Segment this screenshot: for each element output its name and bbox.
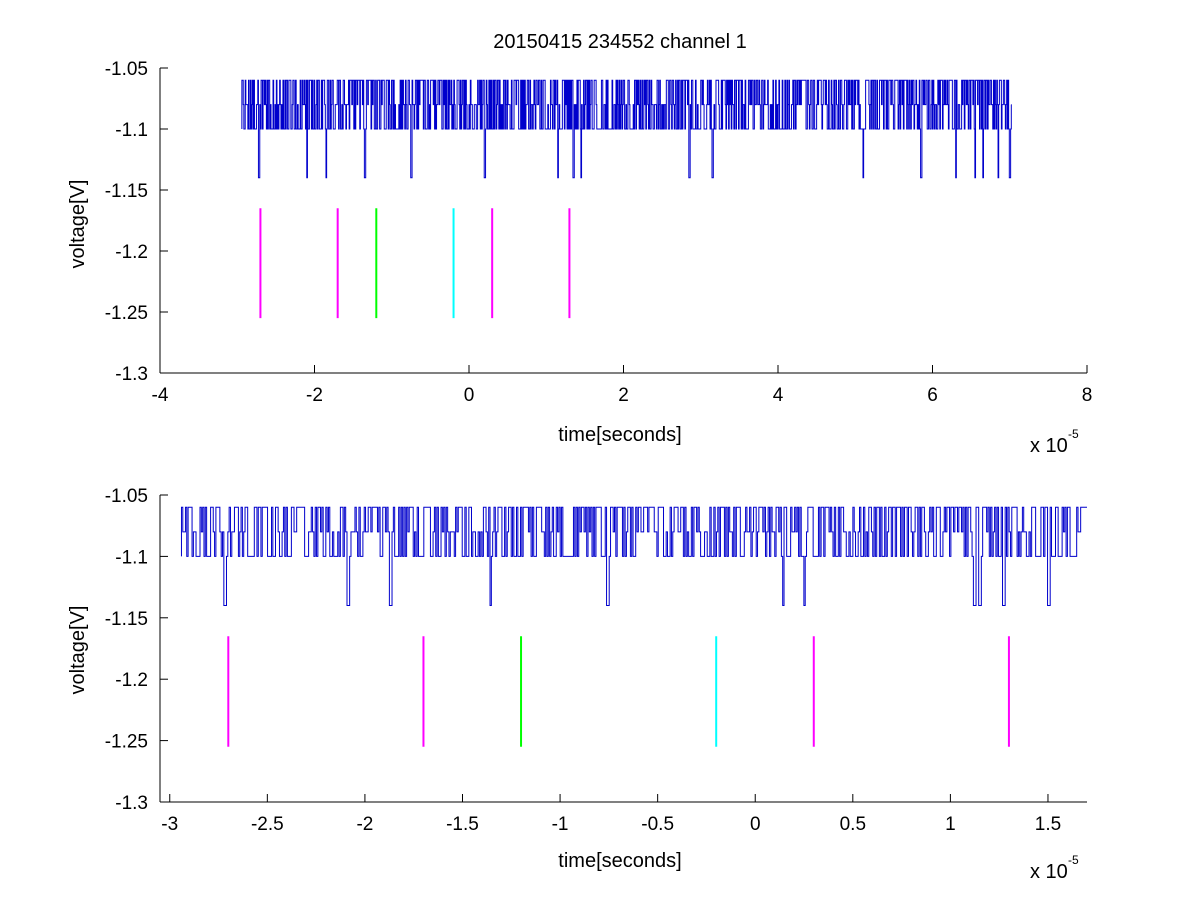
y-tick-label: -1.3 <box>115 793 148 814</box>
y-tick-label: -1.05 <box>105 486 148 507</box>
chart-title: 20150415 234552 channel 1 <box>493 31 747 53</box>
signal-trace <box>180 506 1087 607</box>
x-exponent-label: x 10 -5 <box>1030 853 1079 883</box>
x-tick-label: 1 <box>945 814 956 835</box>
y-tick-label: -1.1 <box>115 120 148 141</box>
x-tick-label: -2 <box>356 814 373 835</box>
y-tick-label: -1.25 <box>105 732 148 753</box>
x-tick-label: -1 <box>552 814 569 835</box>
x-tick-label: 0.5 <box>840 814 866 835</box>
x-tick-label: -0.5 <box>641 814 674 835</box>
y-tick-label: -1.2 <box>115 242 148 263</box>
y-axis-label: voltage[V] <box>67 606 89 695</box>
x-tick-label: -2.5 <box>251 814 284 835</box>
x-tick-label: -2 <box>306 385 323 406</box>
y-tick-label: -1.3 <box>115 364 148 385</box>
x-exponent-label: x 10 -5 <box>1030 427 1079 457</box>
signal-trace <box>241 79 1012 179</box>
top-subplot: 20150415 234552 channel 1 time[seconds] … <box>67 31 1092 457</box>
x-tick-label: 4 <box>773 385 784 406</box>
y-tick-label: -1.1 <box>115 547 148 568</box>
x-tick-label: -3 <box>161 814 178 835</box>
x-exponent-power: -5 <box>1068 853 1079 867</box>
x-axis-label: time[seconds] <box>558 850 681 872</box>
y-axis-label: voltage[V] <box>67 180 89 269</box>
x-exponent-base: x 10 <box>1030 435 1068 457</box>
y-tick-label: -1.2 <box>115 670 148 691</box>
y-tick-label: -1.05 <box>105 59 148 80</box>
y-tick-label: -1.15 <box>105 609 148 630</box>
x-tick-label: -4 <box>152 385 169 406</box>
x-exponent-base: x 10 <box>1030 861 1068 883</box>
x-tick-label: 8 <box>1082 385 1093 406</box>
x-tick-label: 2 <box>618 385 629 406</box>
x-tick-label: 1.5 <box>1035 814 1061 835</box>
x-tick-label: 0 <box>750 814 761 835</box>
y-tick-label: -1.25 <box>105 303 148 324</box>
x-exponent-power: -5 <box>1068 427 1079 441</box>
x-tick-label: 0 <box>464 385 475 406</box>
x-tick-label: -1.5 <box>446 814 479 835</box>
x-axis-label: time[seconds] <box>558 424 681 446</box>
y-tick-label: -1.15 <box>105 181 148 202</box>
x-tick-label: 6 <box>927 385 938 406</box>
bottom-subplot: time[seconds] voltage[V] x 10 -5 -3 -2.5 -… <box>67 486 1087 883</box>
